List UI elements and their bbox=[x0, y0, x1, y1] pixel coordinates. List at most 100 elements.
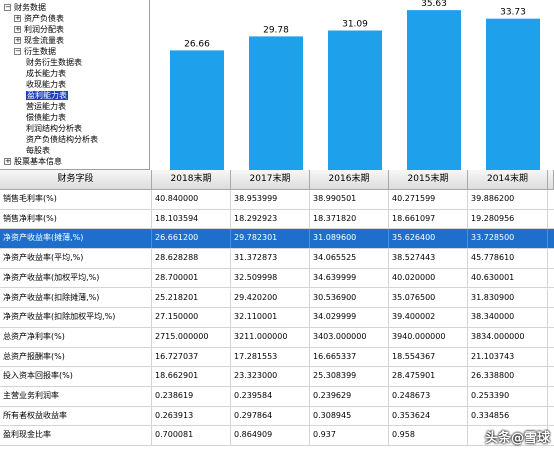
column-header-period[interactable]: 2017末期 bbox=[231, 170, 310, 190]
row-value-cell: 40.630001 bbox=[468, 268, 548, 288]
tree-item[interactable]: 成长能力表 bbox=[26, 68, 66, 79]
tree-item[interactable]: 资产负债结构分析表 bbox=[26, 134, 98, 145]
table-row[interactable]: 净资产收益率(平均,%) 28.628288 31.372873 34.065525 3… bbox=[0, 249, 554, 269]
tree-item-label: 每股表 bbox=[26, 146, 50, 155]
row-value-cell: 0.248673 bbox=[389, 387, 468, 406]
tree-item[interactable]: − 财务数据 bbox=[4, 2, 46, 13]
row-value-cell: 38.340000 bbox=[468, 308, 548, 327]
tree-item[interactable]: 收现能力表 bbox=[26, 79, 66, 90]
tree-item-label: 财务衍生数据表 bbox=[26, 58, 82, 67]
row-value-cell: 35.076500 bbox=[389, 288, 468, 308]
tree-item[interactable]: + 资产负债表 bbox=[14, 13, 64, 24]
row-value-cell: 28.475901 bbox=[389, 367, 468, 386]
row-value-cell: 21.103743 bbox=[468, 347, 548, 367]
column-header-period[interactable]: 2015末期 bbox=[389, 170, 468, 190]
row-value-cell: 25.308399 bbox=[310, 367, 389, 386]
tree-item-label: 资产负债结构分析表 bbox=[26, 135, 98, 144]
chart-bar bbox=[407, 10, 461, 170]
column-header-period[interactable]: 2016末期 bbox=[310, 170, 389, 190]
table-row[interactable]: 净资产收益率(扣除加权平均,%) 27.150000 32.110001 34.029… bbox=[0, 308, 554, 328]
row-field-name: 总资产报酬率(%) bbox=[0, 347, 152, 367]
bar-chart-canvas: 26.66 29.78 31.09 35.63 33.73 bbox=[170, 0, 540, 170]
table-row[interactable]: 主营业务利润率 0.238619 0.239584 0.239629 0.248673 0… bbox=[0, 387, 554, 407]
row-value-cell: 33.728500 bbox=[468, 229, 548, 249]
table-row[interactable]: 投入资本回报率(%) 18.662901 23.323000 25.308399 28.… bbox=[0, 367, 554, 387]
bar-chart: 26.66 29.78 31.09 35.63 33.73 bbox=[150, 0, 554, 170]
collapse-icon[interactable]: − bbox=[14, 47, 21, 55]
row-field-name: 主营业务利润率 bbox=[0, 387, 152, 406]
tree-item[interactable]: 每股表 bbox=[26, 145, 50, 156]
row-value-cell: 0.700081 bbox=[152, 426, 231, 446]
collapse-icon[interactable]: − bbox=[4, 3, 11, 11]
row-value-cell: 3211.000000 bbox=[231, 327, 310, 347]
tree-item[interactable]: 利润结构分析表 bbox=[26, 123, 82, 134]
expand-icon[interactable]: + bbox=[14, 36, 21, 44]
row-value-cell: 18.103594 bbox=[152, 209, 231, 229]
row-value-cell: 19.280956 bbox=[468, 209, 548, 229]
row-value-cell: 38.953999 bbox=[231, 190, 310, 209]
row-value-cell: 29.782301 bbox=[231, 229, 310, 249]
tree-item[interactable]: 营运能力表 bbox=[26, 101, 66, 112]
chart-data-label: 35.63 bbox=[421, 0, 447, 9]
expand-icon[interactable]: + bbox=[14, 25, 21, 33]
row-value-cell bbox=[468, 426, 548, 446]
table-row[interactable]: 总资产净利率(%) 2715.000000 3211.000000 3403.0000… bbox=[0, 327, 554, 348]
row-value-cell: 34.029999 bbox=[310, 308, 389, 327]
tree-item[interactable]: + 股票基本信息 bbox=[4, 156, 62, 167]
row-value-cell: 40.840000 bbox=[152, 190, 231, 209]
row-field-name: 净资产收益率(摊薄,%) bbox=[0, 229, 152, 249]
tree-item[interactable]: + 利润分配表 bbox=[14, 24, 64, 35]
row-field-name: 净资产收益率(扣除加权平均,%) bbox=[0, 308, 152, 327]
tree-item-label: 偿债能力表 bbox=[26, 113, 66, 122]
row-value-cell: 28.628288 bbox=[152, 249, 231, 268]
row-value-cell: 26.661200 bbox=[152, 229, 231, 249]
row-value-cell: 18.661097 bbox=[389, 209, 468, 229]
tree-item[interactable]: 财务衍生数据表 bbox=[26, 57, 82, 68]
row-value-cell: 39.400002 bbox=[389, 308, 468, 327]
expand-icon[interactable]: + bbox=[4, 157, 11, 165]
row-value-cell: 2715.000000 bbox=[152, 327, 231, 347]
tree-item[interactable]: 盈利能力表 bbox=[26, 90, 68, 101]
column-header-period[interactable]: 2014末期 bbox=[468, 170, 548, 190]
tree-item-label: 衍生数据 bbox=[24, 47, 56, 56]
column-header-period[interactable]: 2018末期 bbox=[152, 170, 231, 190]
row-value-cell: 31.089600 bbox=[310, 229, 389, 249]
row-value-cell: 3940.000000 bbox=[389, 327, 468, 347]
column-header-field[interactable]: 财务字段 bbox=[0, 170, 152, 190]
table-row[interactable]: 净资产收益率(扣除摊薄,%) 25.218201 29.420200 30.53690… bbox=[0, 288, 554, 309]
chart-bar bbox=[170, 50, 224, 170]
row-field-name: 销售净利率(%) bbox=[0, 209, 152, 229]
row-value-cell: 17.281553 bbox=[231, 347, 310, 367]
row-value-cell: 38.527443 bbox=[389, 249, 468, 268]
row-value-cell: 16.665337 bbox=[310, 347, 389, 367]
row-field-name: 净资产收益率(加权平均,%) bbox=[0, 268, 152, 288]
expand-icon[interactable]: + bbox=[14, 14, 21, 22]
row-value-cell: 0.864909 bbox=[231, 426, 310, 446]
row-value-cell: 32.110001 bbox=[231, 308, 310, 327]
row-value-cell: 25.218201 bbox=[152, 288, 231, 308]
row-value-cell: 18.371820 bbox=[310, 209, 389, 229]
table-row[interactable]: 净资产收益率(摊薄,%) 26.661200 29.782301 31.089600 3… bbox=[0, 229, 554, 250]
table-row[interactable]: 销售毛利率(%) 40.840000 38.953999 38.990501 40.27… bbox=[0, 190, 554, 210]
watermark: 头条@雪球 bbox=[484, 431, 550, 446]
tree-item[interactable]: − 衍生数据 bbox=[14, 46, 56, 57]
table-row[interactable]: 总资产报酬率(%) 16.727037 17.281553 16.665337 18.5… bbox=[0, 347, 554, 368]
row-field-name: 所有者权益收益率 bbox=[0, 406, 152, 426]
row-value-cell: 0.353624 bbox=[389, 406, 468, 426]
row-value-cell: 0.239629 bbox=[310, 387, 389, 406]
row-value-cell: 28.700001 bbox=[152, 268, 231, 288]
table-row[interactable]: 销售净利率(%) 18.103594 18.292923 18.371820 18.66… bbox=[0, 209, 554, 230]
table-row[interactable]: 净资产收益率(加权平均,%) 28.700001 32.509998 34.63999… bbox=[0, 268, 554, 289]
row-value-cell: 0.253390 bbox=[468, 387, 548, 406]
chart-bar bbox=[249, 36, 303, 170]
tree-item[interactable]: 偿债能力表 bbox=[26, 112, 66, 123]
tree-item-label: 财务数据 bbox=[14, 3, 46, 12]
table-row[interactable]: 盈利现金比率 0.700081 0.864909 0.937 0.958 bbox=[0, 426, 554, 447]
row-value-cell: 34.065525 bbox=[310, 249, 389, 268]
chart-bar bbox=[328, 30, 382, 170]
data-table: 财务字段 2018末期 2017末期 2016末期 2015末期 2014末期 销售毛利率… bbox=[0, 170, 554, 451]
tree-item[interactable]: + 现金流量表 bbox=[14, 35, 64, 46]
row-field-name: 净资产收益率(平均,%) bbox=[0, 249, 152, 268]
row-value-cell: 18.554367 bbox=[389, 347, 468, 367]
table-row[interactable]: 所有者权益收益率 0.263913 0.297864 0.308945 0.353624… bbox=[0, 406, 554, 427]
